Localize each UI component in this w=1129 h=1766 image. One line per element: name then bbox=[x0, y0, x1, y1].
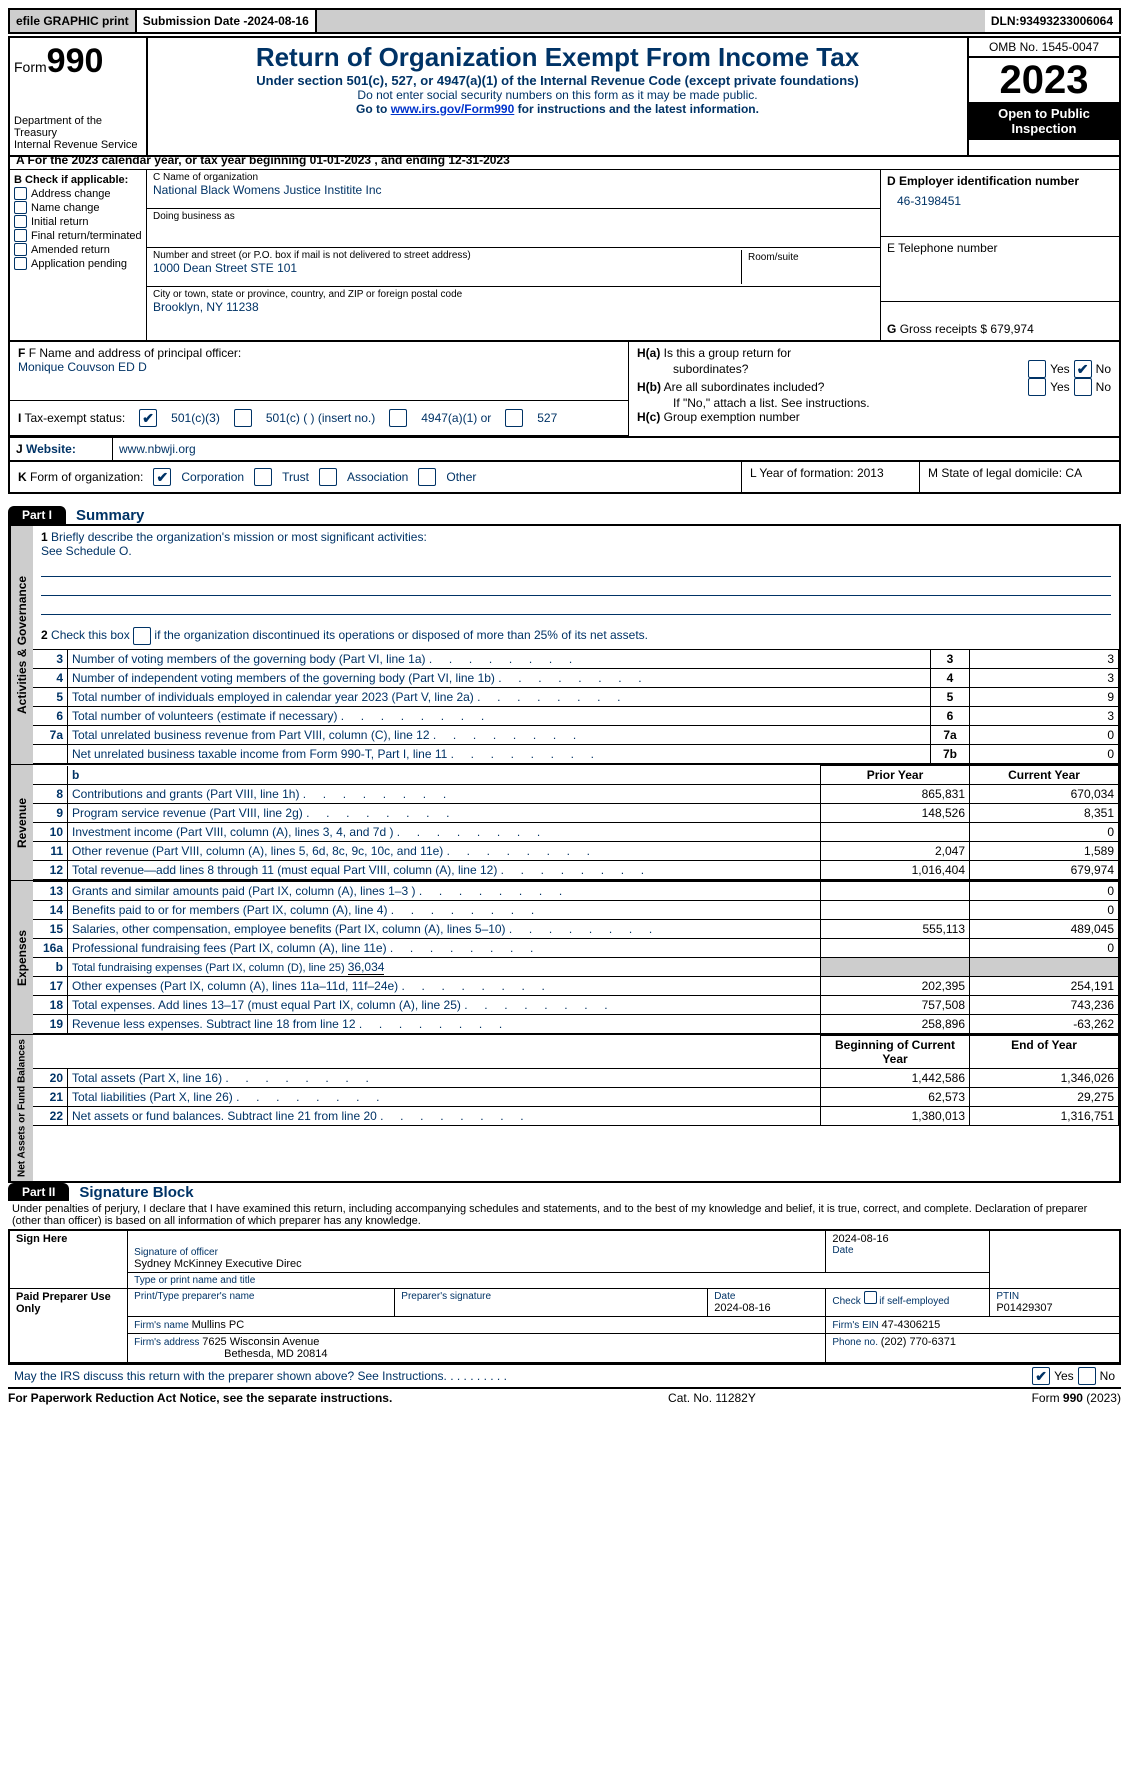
irs: Internal Revenue Service bbox=[14, 139, 142, 151]
checkbox-501c[interactable] bbox=[234, 409, 252, 427]
form-subtitle: Under section 501(c), 527, or 4947(a)(1)… bbox=[154, 73, 961, 88]
ptin: P01429307 bbox=[996, 1302, 1113, 1314]
city-state-zip: Brooklyn, NY 11238 bbox=[153, 300, 874, 314]
street-address: 1000 Dean Street STE 101 bbox=[153, 261, 741, 275]
ha-no[interactable] bbox=[1074, 360, 1092, 378]
box-k: K Form of organization: Corporation Trus… bbox=[10, 464, 741, 490]
sign-here-label: Sign Here bbox=[9, 1230, 128, 1289]
checkbox-trust[interactable] bbox=[254, 468, 272, 486]
irs-link[interactable]: www.irs.gov/Form990 bbox=[391, 102, 515, 116]
side-revenue: Revenue bbox=[10, 765, 33, 880]
box-m: M State of legal domicile: CA bbox=[919, 462, 1119, 492]
firm-ein: 47-4306215 bbox=[882, 1319, 941, 1331]
part1-body: Activities & Governance 1 Briefly descri… bbox=[8, 524, 1121, 1183]
dln: DLN: 93493233006064 bbox=[985, 10, 1119, 32]
checkbox-b-item[interactable] bbox=[14, 257, 27, 270]
checkbox-b-item[interactable] bbox=[14, 243, 27, 256]
form-title: Return of Organization Exempt From Incom… bbox=[154, 42, 961, 73]
checkbox-b-item[interactable] bbox=[14, 215, 27, 228]
discuss-no[interactable] bbox=[1078, 1367, 1096, 1385]
checkbox-b-item[interactable] bbox=[14, 187, 27, 200]
section-bcde: B Check if applicable: Address changeNam… bbox=[8, 170, 1121, 342]
paid-preparer-label: Paid Preparer Use Only bbox=[9, 1289, 128, 1364]
signature-table: Sign Here Signature of officerSydney McK… bbox=[8, 1229, 1121, 1364]
checkbox-527[interactable] bbox=[505, 409, 523, 427]
box-i: I Tax-exempt status: 501(c)(3) 501(c) ( … bbox=[10, 401, 628, 436]
side-expenses: Expenses bbox=[10, 881, 33, 1034]
firm-phone: (202) 770-6371 bbox=[881, 1336, 956, 1348]
principal-officer: Monique Couvson ED D bbox=[18, 360, 620, 374]
firm-name: Mullins PC bbox=[192, 1319, 245, 1331]
tax-year: 2023 bbox=[969, 58, 1119, 102]
goto-line: Go to www.irs.gov/Form990 for instructio… bbox=[154, 102, 961, 116]
gross-receipts: 679,974 bbox=[990, 322, 1033, 336]
box-j-label: J Website: bbox=[10, 438, 113, 460]
officer-name: Sydney McKinney Executive Direc bbox=[134, 1258, 819, 1270]
box-f: F F Name and address of principal office… bbox=[10, 342, 628, 401]
part2-tab: Part II bbox=[8, 1183, 69, 1201]
box-b: B Check if applicable: Address changeNam… bbox=[10, 170, 147, 340]
part2-title: Signature Block bbox=[69, 1184, 193, 1201]
checkbox-discontinued[interactable] bbox=[133, 627, 151, 645]
sig-date: 2024-08-16 bbox=[832, 1233, 983, 1245]
org-name: National Black Womens Justice Institite … bbox=[153, 183, 874, 197]
part1-title: Summary bbox=[66, 507, 144, 524]
ssn-note: Do not enter social security numbers on … bbox=[154, 88, 961, 102]
ha-yes[interactable] bbox=[1028, 360, 1046, 378]
perjury-text: Under penalties of perjury, I declare th… bbox=[8, 1201, 1121, 1229]
efile-label: efile GRAPHIC print bbox=[10, 10, 137, 32]
checkbox-assoc[interactable] bbox=[319, 468, 337, 486]
dept-treasury: Department of the Treasury bbox=[14, 115, 142, 139]
side-netassets: Net Assets or Fund Balances bbox=[10, 1035, 33, 1181]
checkbox-self-employed[interactable] bbox=[864, 1291, 877, 1304]
box-l: L Year of formation: 2013 bbox=[741, 462, 919, 492]
checkbox-b-item[interactable] bbox=[14, 229, 27, 242]
checkbox-other[interactable] bbox=[418, 468, 436, 486]
top-bar: efile GRAPHIC print Submission Date - 20… bbox=[8, 8, 1121, 34]
row-a-taxyear: A For the 2023 calendar year, or tax yea… bbox=[8, 151, 1121, 170]
page-footer: For Paperwork Reduction Act Notice, see … bbox=[8, 1387, 1121, 1405]
box-h: H(a) Is this a group return for subordin… bbox=[629, 342, 1119, 428]
omb-number: OMB No. 1545-0047 bbox=[969, 38, 1119, 58]
ein: 46-3198451 bbox=[887, 188, 1113, 214]
checkbox-b-item[interactable] bbox=[14, 201, 27, 214]
submission-date: Submission Date - 2024-08-16 bbox=[137, 10, 317, 32]
box-c: C Name of organizationNational Black Wom… bbox=[147, 170, 880, 340]
checkbox-501c3[interactable] bbox=[139, 409, 157, 427]
part1-tab: Part I bbox=[8, 506, 66, 524]
side-governance: Activities & Governance bbox=[10, 526, 33, 764]
checkbox-4947[interactable] bbox=[389, 409, 407, 427]
open-public: Open to Public Inspection bbox=[969, 102, 1119, 140]
box-de: D Employer identification number46-31984… bbox=[880, 170, 1119, 340]
website: www.nbwji.org bbox=[113, 438, 1119, 460]
form-number: Form990 bbox=[14, 42, 142, 81]
hb-no[interactable] bbox=[1074, 378, 1092, 396]
hb-yes[interactable] bbox=[1028, 378, 1046, 396]
discuss-yes[interactable] bbox=[1032, 1367, 1050, 1385]
form-header: Form990 Department of the Treasury Inter… bbox=[8, 36, 1121, 157]
checkbox-corp[interactable] bbox=[153, 468, 171, 486]
